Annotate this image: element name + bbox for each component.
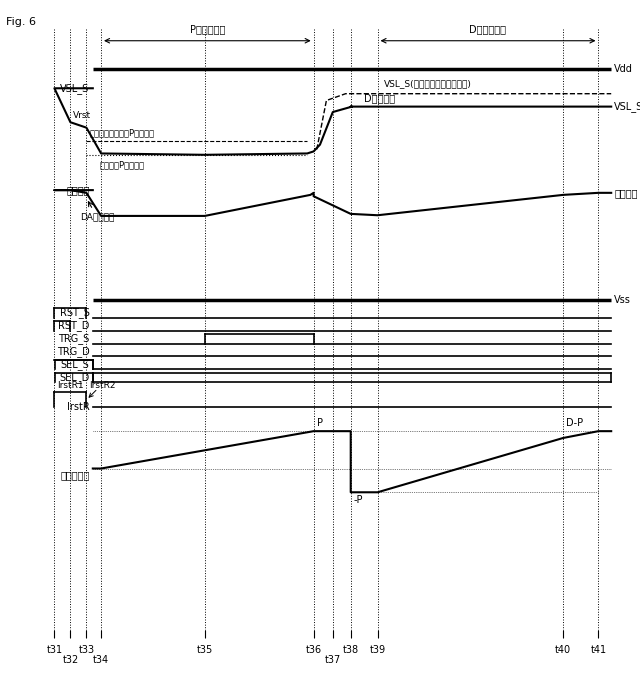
Text: P相比較期間: P相比較期間 — [189, 24, 225, 34]
Text: -P: -P — [354, 495, 364, 505]
Text: RST_S: RST_S — [60, 308, 90, 318]
Text: 参照信号: 参照信号 — [614, 188, 638, 198]
Text: t31: t31 — [46, 645, 63, 655]
Text: t40: t40 — [555, 645, 572, 655]
Text: t36: t36 — [305, 645, 322, 655]
Text: t38: t38 — [342, 645, 359, 655]
Text: RST_D: RST_D — [58, 320, 90, 331]
Text: t32: t32 — [62, 655, 79, 665]
Text: VSL_S: VSL_S — [614, 101, 640, 112]
Text: Vss: Vss — [614, 295, 631, 305]
Text: SEL_S: SEL_S — [61, 359, 90, 370]
Text: Fig. 6: Fig. 6 — [6, 17, 36, 27]
Text: IrstR1: IrstR1 — [57, 382, 84, 390]
Text: カウント値: カウント値 — [60, 471, 90, 480]
Text: D-P: D-P — [566, 418, 584, 428]
Text: P: P — [317, 418, 323, 428]
Text: 最適動作P相レベル: 最適動作P相レベル — [99, 160, 145, 169]
Text: t34: t34 — [93, 655, 109, 665]
Text: DA性能改善: DA性能改善 — [80, 202, 115, 221]
Text: t41: t41 — [590, 645, 607, 655]
Text: IrstR: IrstR — [67, 403, 90, 412]
Text: 差動増幅器の固有P相レベル: 差動増幅器の固有P相レベル — [90, 129, 155, 138]
Text: D相レベル: D相レベル — [364, 93, 395, 103]
Text: TRG_S: TRG_S — [58, 333, 90, 344]
Text: IrstR2: IrstR2 — [89, 382, 115, 390]
Text: t37: t37 — [324, 655, 341, 665]
Text: t35: t35 — [196, 645, 213, 655]
Text: VSL_S: VSL_S — [60, 83, 90, 94]
Text: Vrst: Vrst — [73, 111, 91, 120]
Text: SEL_D: SEL_D — [60, 372, 90, 383]
Text: Vdd: Vdd — [614, 65, 633, 74]
Text: TRG_D: TRG_D — [57, 346, 90, 357]
Text: D相比較期間: D相比較期間 — [470, 24, 506, 34]
Text: t33: t33 — [78, 645, 95, 655]
Text: t39: t39 — [369, 645, 386, 655]
Text: VSL_S(動作点調整しない場合): VSL_S(動作点調整しない場合) — [384, 79, 472, 88]
Text: 参照信号: 参照信号 — [66, 185, 90, 195]
